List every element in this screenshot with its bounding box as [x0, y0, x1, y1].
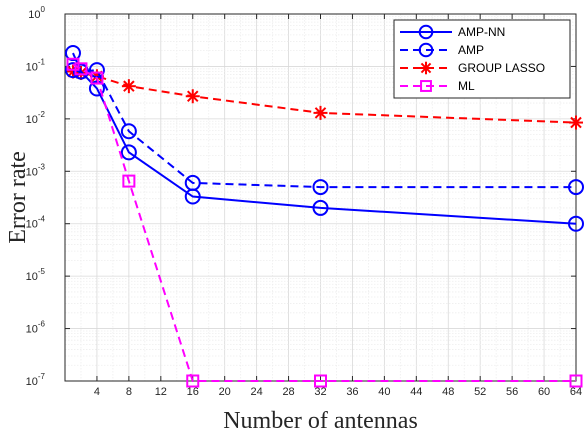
y-tick-label: 10-7 [26, 372, 46, 388]
data-point-square [569, 374, 583, 388]
x-tick-label: 48 [442, 386, 454, 398]
data-point-circle [312, 179, 329, 196]
data-point-asterisk [121, 79, 136, 94]
x-tick-label: 28 [282, 386, 294, 398]
data-point-square [314, 374, 327, 388]
data-point-circle [568, 179, 584, 196]
y-tick-label: 10-4 [26, 215, 46, 231]
data-point-square [186, 374, 200, 388]
data-point-circle [120, 123, 137, 140]
series-line [72, 52, 577, 225]
x-tick-label: 24 [251, 386, 263, 398]
x-tick-label: 56 [506, 386, 518, 398]
y-tick-label: 10-2 [26, 110, 46, 126]
y-tick-label: 10-3 [26, 162, 46, 178]
series-line [72, 63, 576, 382]
data-point-circle [184, 188, 201, 205]
data-point-asterisk [313, 105, 328, 120]
y-tick-label: 10-5 [26, 267, 46, 283]
data-point-circle [418, 24, 434, 40]
x-tick-label: 16 [187, 386, 199, 398]
x-axis-label: Number of antennas [223, 408, 418, 434]
x-tick-label: 40 [378, 386, 390, 398]
x-tick-label: 60 [538, 386, 550, 398]
data-point-circle [120, 144, 137, 161]
data-point-asterisk [419, 61, 433, 75]
x-tick-label: 8 [126, 386, 132, 398]
data-point-asterisk [569, 115, 583, 130]
data-point-square [122, 174, 136, 188]
x-tick-label: 36 [346, 386, 358, 398]
data-point-circle [72, 63, 89, 80]
data-point-circle [418, 42, 434, 58]
series-lines [64, 45, 584, 388]
y-tick-label: 10-6 [26, 320, 46, 336]
x-tick-label: 32 [314, 386, 326, 398]
data-point-square [90, 71, 104, 85]
x-tick-label: 12 [155, 386, 167, 398]
data-point-circle [88, 80, 105, 97]
data-point-square [420, 80, 432, 92]
axis-ticks: 4 8 12 16 20 24 28 32 36 40 44 48 52 56 60 6410-710-610… [26, 5, 583, 398]
data-point-circle [568, 215, 584, 232]
legend-entry-label: GROUP LASSO [458, 61, 545, 75]
data-point-asterisk [185, 89, 200, 104]
x-tick-label: 20 [219, 386, 231, 398]
legend-entry-label: AMP-NN [458, 25, 505, 39]
y-tick-label: 10-1 [26, 57, 46, 73]
x-tick-label: 64 [570, 386, 582, 398]
x-tick-label: 44 [410, 386, 422, 398]
legend: AMP-NN AMP GROUP LASSO ML [393, 19, 571, 99]
data-point-square [74, 62, 88, 76]
x-tick-label: 52 [474, 386, 486, 398]
legend-entry-label: AMP [458, 43, 484, 57]
y-axis-label: Error rate [5, 151, 31, 244]
data-point-circle [64, 45, 81, 62]
series-line [72, 69, 576, 189]
x-tick-label: 4 [94, 386, 100, 398]
legend-entry-label: ML [458, 79, 475, 93]
data-point-circle [312, 199, 329, 216]
y-tick-label: 100 [28, 5, 45, 21]
